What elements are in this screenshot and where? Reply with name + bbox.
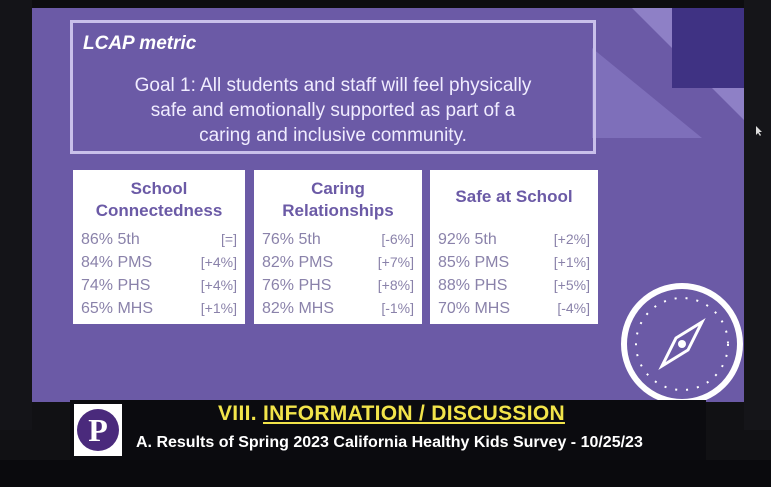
list-item: 88% PHS [+5%]: [438, 274, 590, 297]
card-title: Safe at School: [430, 170, 598, 208]
metric-label: 74% PHS: [81, 277, 151, 294]
agenda-subtitle: A. Results of Spring 2023 California Hea…: [136, 434, 643, 451]
list-item: 82% MHS [-1%]: [262, 297, 414, 320]
list-item: 76% 5th [-6%]: [262, 228, 414, 251]
decorative-corner-block: [672, 8, 744, 88]
list-item: 86% 5th [=]: [81, 228, 237, 251]
goal-line: caring and inclusive community.: [199, 125, 467, 146]
goal-text: Goal 1: All students and staff will feel…: [73, 73, 593, 148]
agenda-title: VIII. INFORMATION / DISCUSSION: [218, 402, 565, 426]
goal-line: safe and emotionally supported as part o…: [150, 100, 516, 121]
metric-label: 76% PHS: [262, 277, 332, 294]
list-item: 92% 5th [+2%]: [438, 228, 590, 251]
video-frame-left: [0, 0, 32, 430]
metric-change: [-6%]: [381, 231, 414, 247]
metric-label: 82% PMS: [262, 254, 334, 271]
metric-label: 84% PMS: [81, 254, 153, 271]
metric-label: 85% PMS: [438, 254, 510, 271]
card-title: School Connectedness: [73, 170, 245, 222]
logo-letter: P: [88, 412, 108, 448]
list-item: 76% PHS [+8%]: [262, 274, 414, 297]
metric-label: 70% MHS: [438, 300, 511, 317]
metric-label: 65% MHS: [81, 300, 154, 317]
card-school-connectedness: School Connectedness 86% 5th [=] 84% PMS […: [73, 170, 245, 324]
card-title-line: Safe at School: [455, 187, 573, 206]
agenda-heading: INFORMATION / DISCUSSION: [262, 402, 565, 425]
video-frame-bottom: [0, 460, 771, 487]
list-item: 84% PMS [+4%]: [81, 251, 237, 274]
metric-change: [=]: [221, 231, 237, 247]
card-safe-at-school: Safe at School 92% 5th [+2%] 85% PMS [+1%]…: [430, 170, 598, 324]
metric-change: [-4%]: [557, 300, 590, 316]
list-item: 65% MHS [+1%]: [81, 297, 237, 320]
meeting-banner: P VIII. INFORMATION / DISCUSSION A. Resu…: [70, 400, 706, 460]
metric-label: 76% 5th: [262, 231, 321, 248]
metric-label: 92% 5th: [438, 231, 497, 248]
metric-change: [+5%]: [553, 277, 590, 293]
card-rows: 92% 5th [+2%] 85% PMS [+1%] 88% PHS [+5%] 7…: [438, 228, 590, 320]
video-frame-right: [744, 0, 771, 430]
card-title-line: Connectedness: [95, 201, 223, 220]
metric-change: [-1%]: [381, 300, 414, 316]
list-item: 74% PHS [+4%]: [81, 274, 237, 297]
card-title-line: Relationships: [282, 201, 394, 220]
compass-icon: [621, 283, 743, 402]
metric-change: [+8%]: [377, 277, 414, 293]
lcap-title: LCAP metric: [83, 33, 197, 54]
list-item: 85% PMS [+1%]: [438, 251, 590, 274]
metric-label: 88% PHS: [438, 277, 508, 294]
card-caring-relationships: Caring Relationships 76% 5th [-6%] 82% PM…: [254, 170, 422, 324]
metric-change: [+4%]: [200, 254, 237, 270]
mouse-cursor-icon: [756, 126, 762, 136]
lcap-metric-box: LCAP metric Goal 1: All students and sta…: [70, 20, 596, 154]
list-item: 82% PMS [+7%]: [262, 251, 414, 274]
metric-label: 86% 5th: [81, 231, 140, 248]
card-rows: 76% 5th [-6%] 82% PMS [+7%] 76% PHS [+8%] 8…: [262, 228, 414, 320]
agenda-prefix: VIII.: [218, 402, 263, 425]
metric-change: [+1%]: [200, 300, 237, 316]
list-item: 70% MHS [-4%]: [438, 297, 590, 320]
card-title: Caring Relationships: [254, 170, 422, 222]
presentation-slide: LCAP metric Goal 1: All students and sta…: [32, 8, 744, 402]
metric-change: [+7%]: [377, 254, 414, 270]
metric-change: [+4%]: [200, 277, 237, 293]
card-title-line: Caring: [311, 179, 365, 198]
metric-change: [+2%]: [553, 231, 590, 247]
metric-change: [+1%]: [553, 254, 590, 270]
goal-line: Goal 1: All students and staff will feel…: [134, 75, 532, 96]
logo-mark: P: [74, 404, 122, 456]
video-frame-top: [0, 0, 771, 10]
metric-label: 82% MHS: [262, 300, 335, 317]
district-logo: P: [74, 404, 122, 456]
card-rows: 86% 5th [=] 84% PMS [+4%] 74% PHS [+4%] 65%…: [81, 228, 237, 320]
card-title-line: School: [130, 179, 188, 198]
